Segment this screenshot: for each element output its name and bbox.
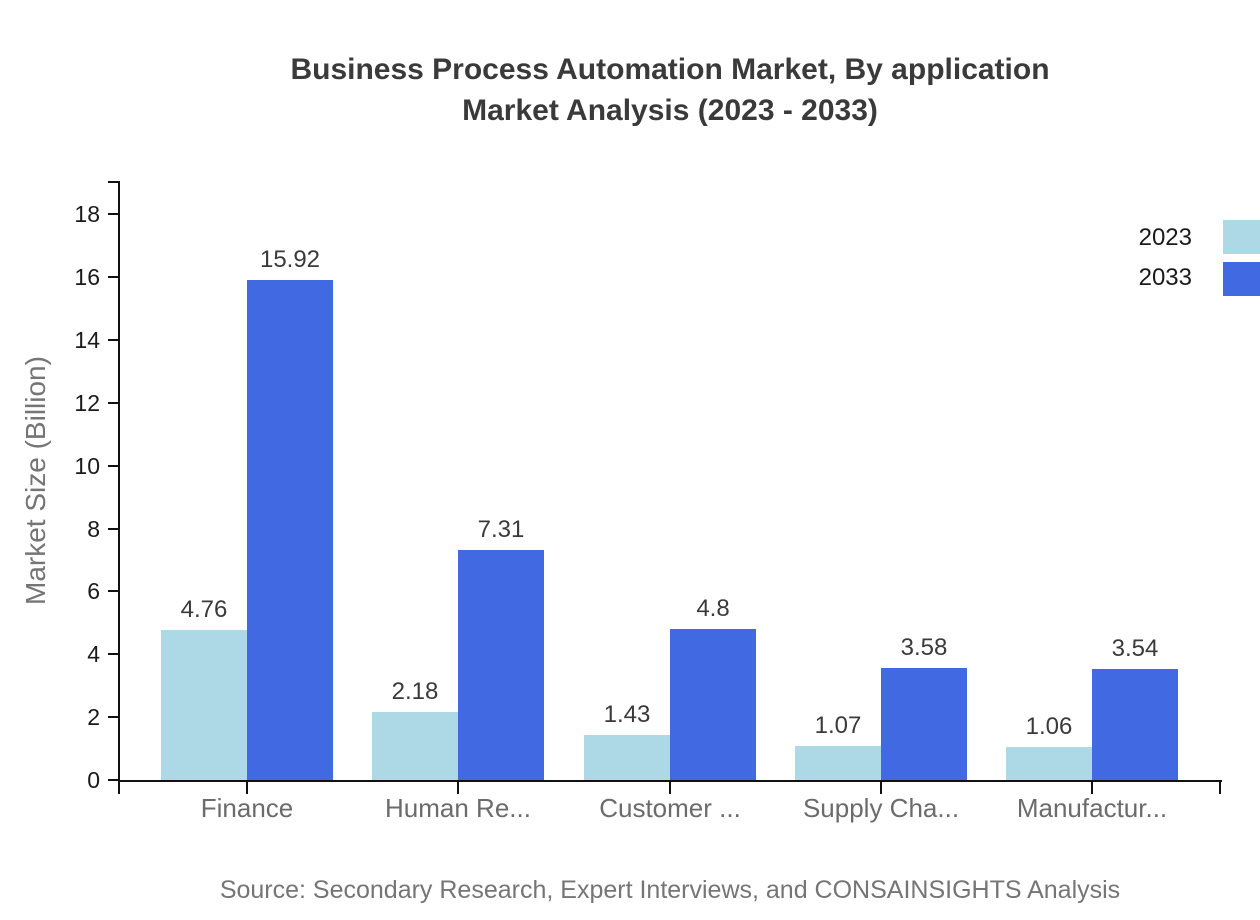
- y-tick-label: 8: [87, 516, 100, 542]
- category-label-supply-cha: Supply Cha...: [802, 793, 960, 823]
- y-tick-label: 10: [74, 453, 100, 479]
- y-tick: [108, 213, 118, 215]
- category-label-customer: Customer ...: [599, 793, 741, 823]
- category-label-finance: Finance: [200, 793, 294, 823]
- value-label-2033-finance: 15.92: [259, 246, 321, 273]
- y-tick: [108, 590, 118, 592]
- chart-title: Business Process Automation Market, By a…: [140, 49, 1200, 131]
- y-tick-label: 4: [87, 641, 100, 667]
- x-tick: [669, 780, 671, 794]
- bar-2033-human-re: [458, 550, 544, 780]
- x-tick: [457, 780, 459, 794]
- value-label-2033-customer: 4.8: [696, 595, 730, 622]
- y-tick-label: 12: [74, 390, 100, 416]
- y-axis-spine: [118, 181, 120, 794]
- y-tick-label: 0: [87, 767, 100, 793]
- x-tick: [1091, 780, 1093, 794]
- bar-2033-finance: [247, 280, 333, 780]
- y-tick: [108, 528, 118, 530]
- y-tick: [108, 339, 118, 341]
- value-label-2033-human-re: 7.31: [477, 516, 525, 543]
- value-label-2023-customer: 1.43: [603, 701, 651, 728]
- x-axis-end-cap: [1219, 780, 1221, 794]
- bar-2033-supply-cha: [881, 668, 967, 780]
- y-tick: [108, 779, 118, 781]
- y-tick-label: 2: [87, 704, 100, 730]
- legend-label-2023: 2023: [1138, 224, 1192, 251]
- chart-title-line-2: Market Analysis (2023 - 2033): [462, 94, 878, 127]
- category-label-human-re: Human Re...: [385, 793, 531, 823]
- y-tick-label: 18: [74, 201, 100, 227]
- bar-2023-finance: [161, 630, 247, 780]
- value-label-2023-finance: 4.76: [180, 596, 228, 623]
- value-label-2033-supply-cha: 3.58: [900, 634, 948, 661]
- chart-title-line-1: Business Process Automation Market, By a…: [290, 53, 1050, 86]
- legend-label-2033: 2033: [1138, 264, 1192, 291]
- y-tick: [108, 653, 118, 655]
- value-label-2023-supply-cha: 1.07: [814, 712, 862, 739]
- category-label-manufactur: Manufactur...: [1016, 793, 1168, 823]
- y-tick: [108, 402, 118, 404]
- x-tick: [880, 780, 882, 794]
- bar-2023-human-re: [372, 712, 458, 780]
- bar-2033-customer: [670, 629, 756, 780]
- value-label-2023-manufactur: 1.06: [1025, 713, 1073, 740]
- y-tick-label: 14: [74, 327, 100, 353]
- y-axis-top-cap: [108, 181, 118, 183]
- y-tick-label: 16: [74, 264, 100, 290]
- legend-swatch-2033: [1223, 262, 1260, 296]
- bar-2023-customer: [584, 735, 670, 780]
- bar-2023-supply-cha: [795, 746, 881, 780]
- y-tick: [108, 276, 118, 278]
- bar-2023-manufactur: [1006, 747, 1092, 780]
- bar-2033-manufactur: [1092, 669, 1178, 780]
- value-label-2023-human-re: 2.18: [391, 678, 439, 705]
- value-label-2033-manufactur: 3.54: [1111, 635, 1159, 662]
- y-tick-label: 6: [87, 578, 100, 604]
- legend-swatch-2023: [1223, 220, 1260, 254]
- source-note: Source: Secondary Research, Expert Inter…: [219, 876, 1121, 904]
- y-tick: [108, 716, 118, 718]
- x-tick: [246, 780, 248, 794]
- y-tick: [108, 465, 118, 467]
